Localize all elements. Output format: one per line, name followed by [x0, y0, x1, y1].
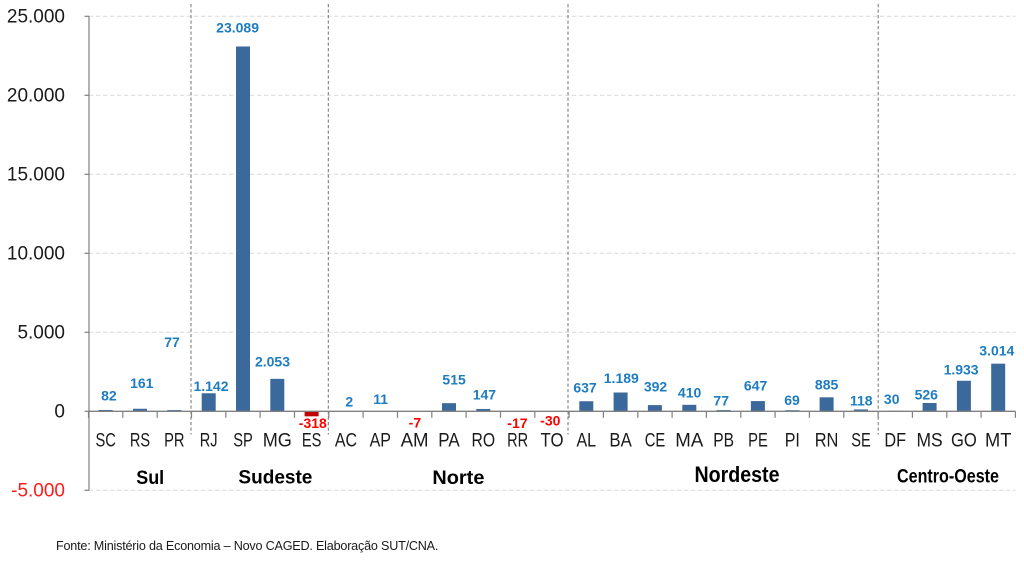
svg-text:77: 77	[164, 334, 180, 350]
svg-text:0: 0	[54, 402, 65, 423]
svg-text:RJ: RJ	[200, 430, 218, 452]
svg-text:SP: SP	[233, 430, 253, 452]
svg-text:11: 11	[373, 391, 388, 407]
svg-text:25.000: 25.000	[7, 7, 65, 28]
svg-text:1.142: 1.142	[193, 378, 228, 394]
svg-text:AC: AC	[335, 430, 357, 452]
svg-text:TO: TO	[541, 430, 564, 452]
svg-text:-30: -30	[540, 413, 560, 429]
svg-text:1.189: 1.189	[604, 370, 639, 386]
svg-text:Sul: Sul	[136, 467, 164, 489]
svg-text:PI: PI	[785, 430, 800, 452]
svg-text:CE: CE	[645, 430, 666, 452]
svg-text:RO: RO	[472, 430, 496, 452]
svg-text:GO: GO	[951, 430, 977, 452]
svg-text:-318: -318	[299, 415, 327, 431]
svg-text:Norte: Norte	[432, 467, 484, 489]
svg-text:647: 647	[744, 378, 768, 394]
svg-text:AM: AM	[401, 430, 429, 452]
svg-text:PE: PE	[748, 430, 768, 452]
svg-text:Sudeste: Sudeste	[238, 467, 312, 489]
svg-text:MT: MT	[985, 430, 1011, 452]
svg-text:82: 82	[101, 387, 117, 403]
svg-text:ES: ES	[302, 430, 322, 452]
svg-text:BA: BA	[609, 430, 631, 452]
svg-text:PA: PA	[438, 430, 459, 452]
svg-text:DF: DF	[884, 430, 906, 452]
svg-text:637: 637	[573, 380, 597, 396]
svg-text:5.000: 5.000	[17, 323, 65, 344]
svg-text:AP: AP	[370, 430, 391, 452]
svg-text:2: 2	[345, 394, 353, 410]
svg-text:77: 77	[713, 393, 729, 409]
svg-text:515: 515	[442, 372, 466, 388]
svg-text:MA: MA	[675, 430, 703, 452]
svg-text:SE: SE	[851, 430, 871, 452]
svg-text:3.014: 3.014	[979, 342, 1014, 358]
svg-text:-17: -17	[507, 415, 527, 431]
svg-text:Fonte: Ministério da Economia: Fonte: Ministério da Economia – Novo CAG…	[56, 539, 438, 553]
svg-text:15.000: 15.000	[7, 165, 65, 186]
svg-text:118: 118	[850, 393, 873, 409]
svg-text:RN: RN	[815, 430, 839, 452]
svg-text:20.000: 20.000	[7, 86, 65, 107]
svg-text:1.933: 1.933	[944, 361, 979, 377]
svg-text:30: 30	[884, 391, 900, 407]
svg-text:AL: AL	[577, 430, 597, 452]
svg-text:PR: PR	[164, 430, 184, 452]
svg-text:MG: MG	[263, 430, 292, 452]
svg-text:69: 69	[784, 392, 800, 408]
svg-text:SC: SC	[96, 430, 116, 452]
svg-text:2.053: 2.053	[255, 354, 290, 370]
svg-text:RR: RR	[507, 430, 528, 452]
svg-text:392: 392	[644, 379, 668, 395]
svg-text:Nordeste: Nordeste	[695, 462, 780, 487]
svg-text:-7: -7	[409, 415, 422, 431]
svg-text:10.000: 10.000	[7, 244, 65, 265]
svg-text:526: 526	[915, 387, 939, 403]
svg-text:147: 147	[473, 387, 497, 403]
svg-text:PB: PB	[713, 430, 734, 452]
svg-text:-5.000: -5.000	[11, 481, 65, 502]
svg-text:161: 161	[130, 375, 154, 391]
svg-text:23.089: 23.089	[216, 19, 259, 35]
svg-text:RS: RS	[130, 430, 150, 452]
svg-text:885: 885	[815, 377, 839, 393]
svg-text:Centro-Oeste: Centro-Oeste	[897, 466, 999, 488]
svg-text:MS: MS	[917, 430, 943, 452]
svg-text:410: 410	[678, 384, 702, 400]
